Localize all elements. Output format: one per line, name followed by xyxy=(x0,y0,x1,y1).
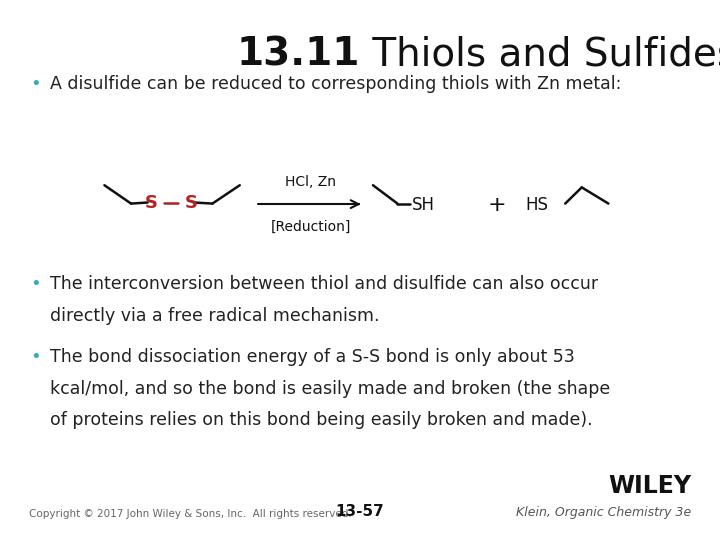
Text: of proteins relies on this bond being easily broken and made).: of proteins relies on this bond being ea… xyxy=(50,411,593,429)
Text: 13-57: 13-57 xyxy=(336,504,384,519)
Text: WILEY: WILEY xyxy=(608,474,691,498)
Text: S: S xyxy=(184,193,197,212)
Text: directly via a free radical mechanism.: directly via a free radical mechanism. xyxy=(50,307,380,325)
Text: Klein, Organic Chemistry 3e: Klein, Organic Chemistry 3e xyxy=(516,507,691,519)
Text: •: • xyxy=(30,75,41,92)
Text: 13.11: 13.11 xyxy=(237,35,360,73)
Text: Copyright © 2017 John Wiley & Sons, Inc.  All rights reserved.: Copyright © 2017 John Wiley & Sons, Inc.… xyxy=(29,509,351,519)
Text: The bond dissociation energy of a S-S bond is only about 53: The bond dissociation energy of a S-S bo… xyxy=(50,348,575,366)
Text: +: + xyxy=(487,195,506,215)
Text: Thiols and Sulfides: Thiols and Sulfides xyxy=(360,35,720,73)
Text: •: • xyxy=(30,275,41,293)
Text: HCl, Zn: HCl, Zn xyxy=(285,175,336,189)
Text: S: S xyxy=(145,193,158,212)
Text: The interconversion between thiol and disulfide can also occur: The interconversion between thiol and di… xyxy=(50,275,598,293)
Text: A disulfide can be reduced to corresponding thiols with Zn metal:: A disulfide can be reduced to correspond… xyxy=(50,75,622,92)
Text: [Reduction]: [Reduction] xyxy=(271,220,351,234)
Text: HS: HS xyxy=(526,196,549,214)
Text: •: • xyxy=(30,348,41,366)
Text: SH: SH xyxy=(412,196,435,214)
Text: kcal/mol, and so the bond is easily made and broken (the shape: kcal/mol, and so the bond is easily made… xyxy=(50,380,611,397)
